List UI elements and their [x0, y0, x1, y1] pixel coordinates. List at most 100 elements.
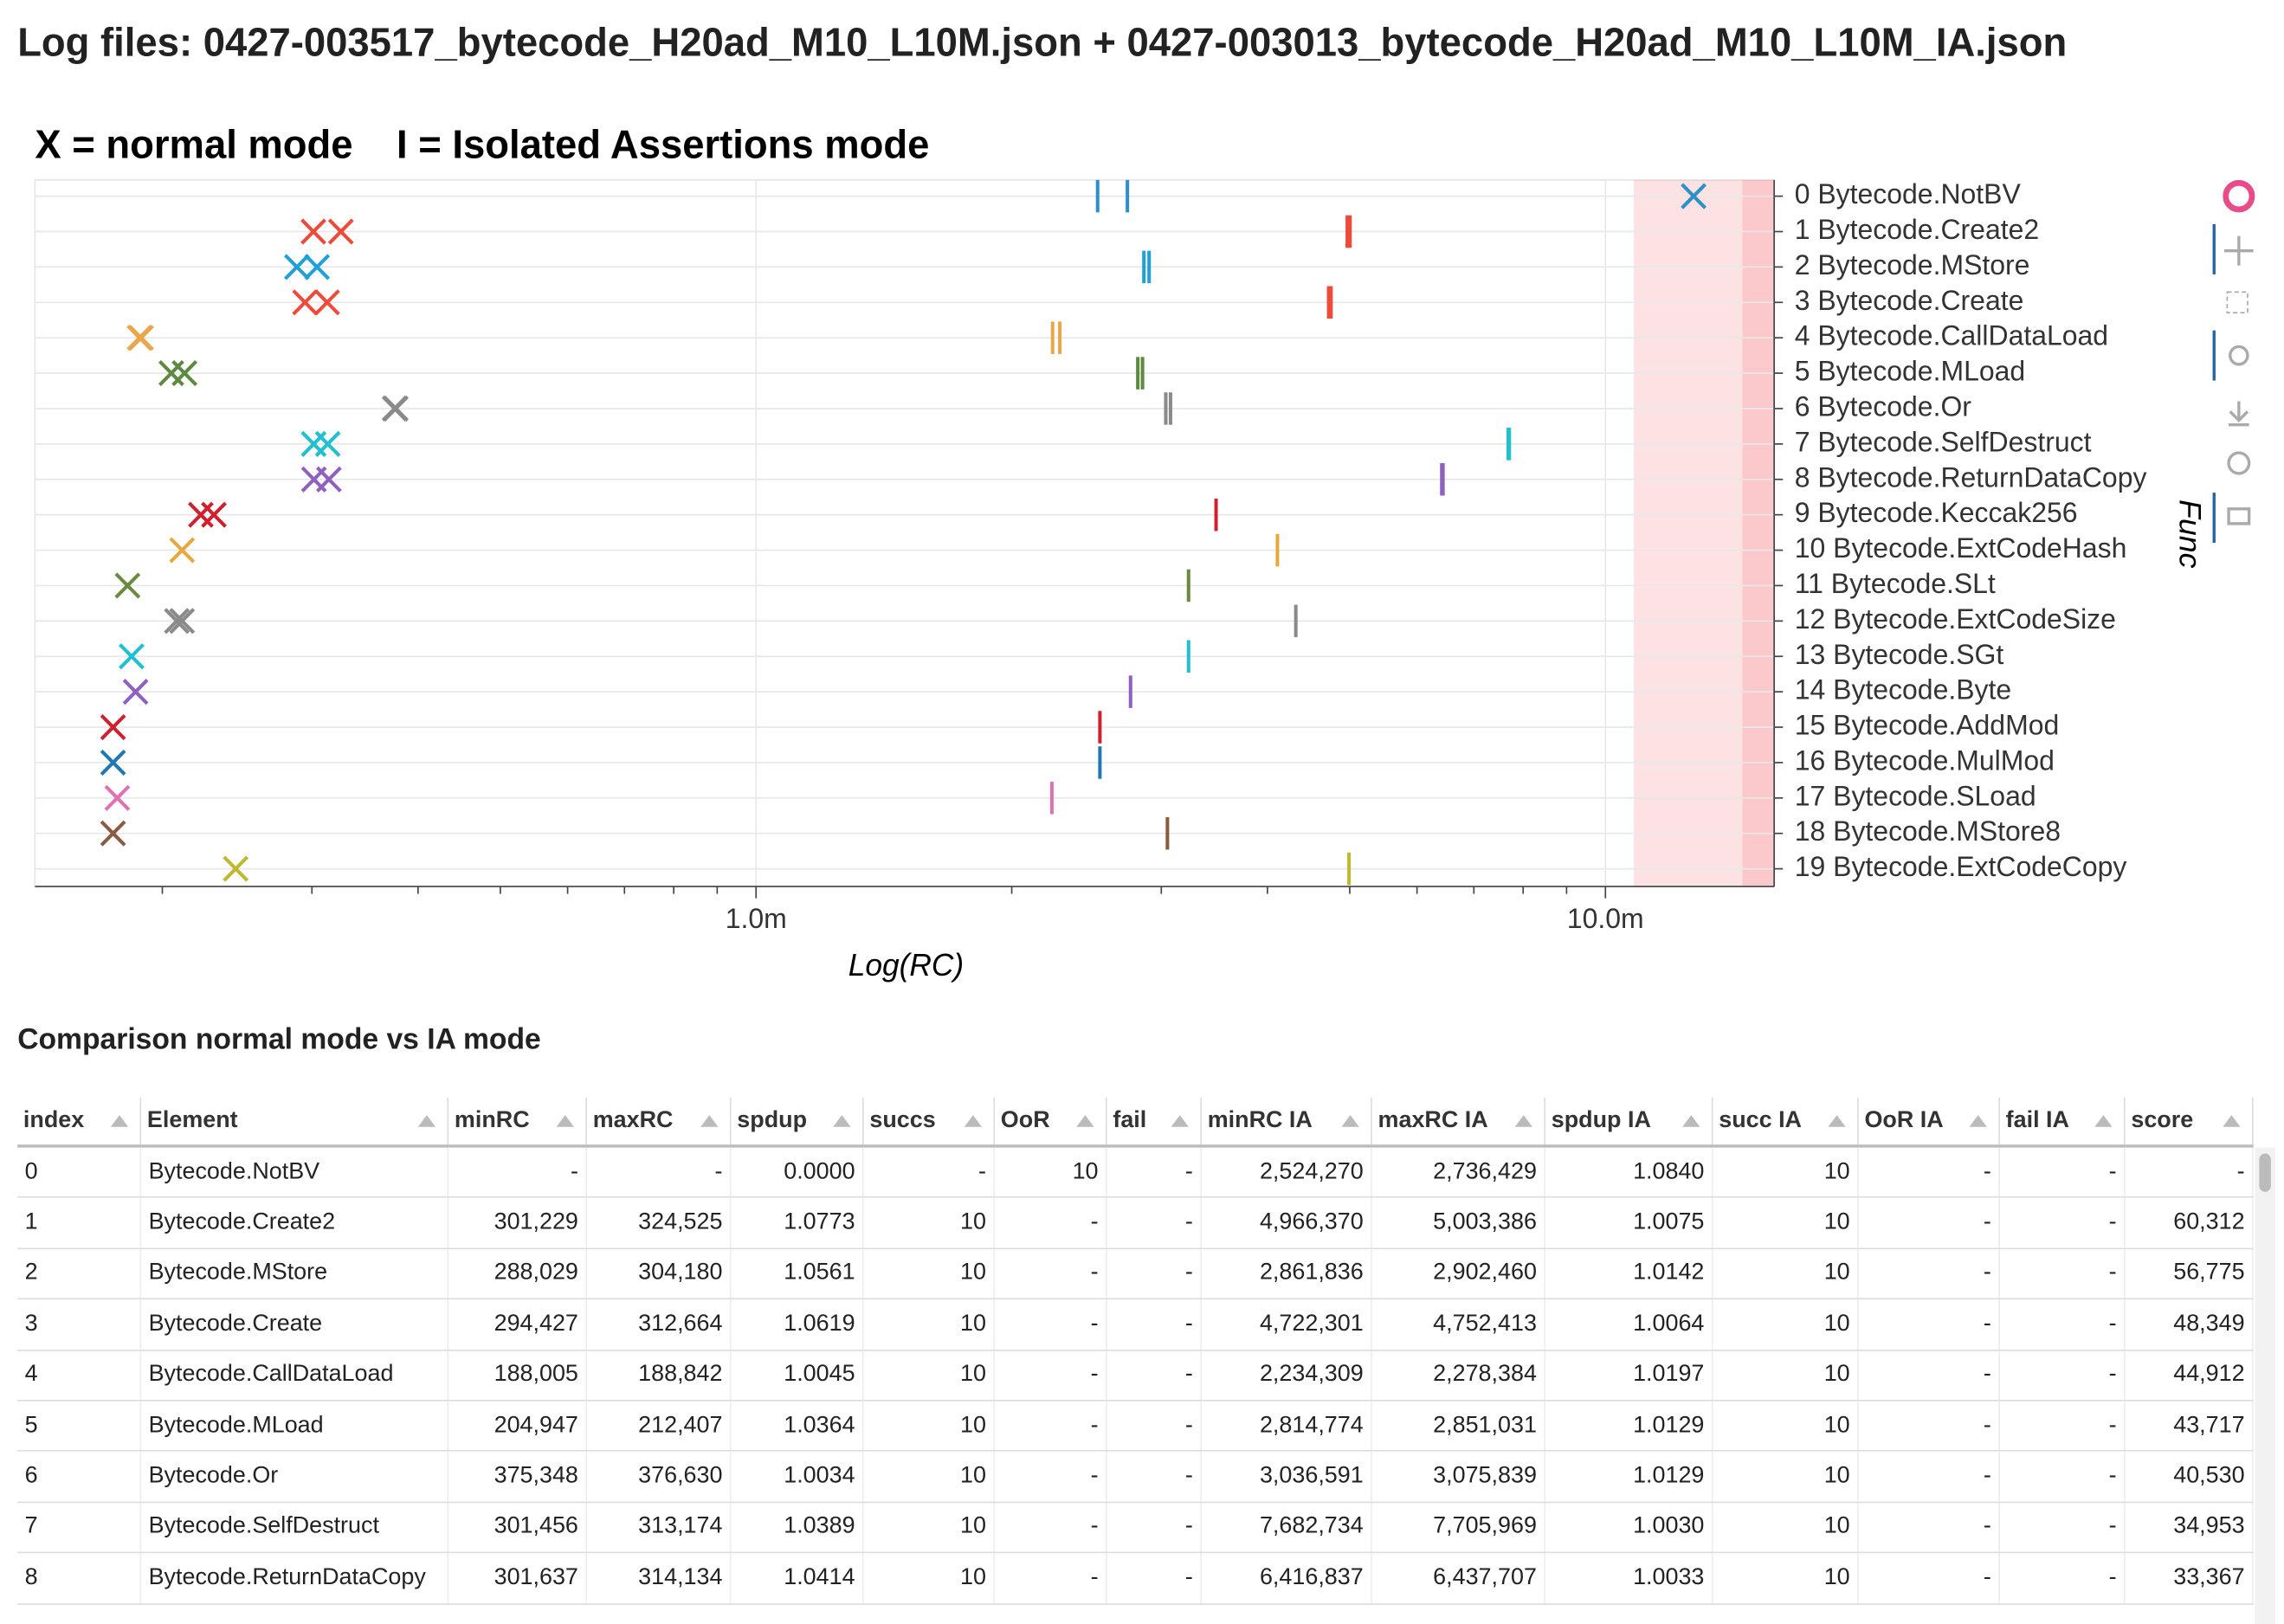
table-cell: - — [1999, 1247, 2126, 1300]
column-header[interactable]: minRC — [448, 1097, 588, 1148]
column-header[interactable]: maxRC — [586, 1097, 732, 1148]
column-header[interactable]: fail IA — [1999, 1097, 2126, 1148]
table-cell: - — [1999, 1350, 2126, 1402]
table-cell: - — [1106, 1501, 1202, 1554]
table-cell: - — [1857, 1350, 2000, 1402]
x-marker — [314, 430, 341, 457]
y-tick-label: 18 Bytecode.MStore8 — [1795, 815, 2061, 847]
column-header[interactable]: spdup IA — [1545, 1097, 1713, 1148]
table-cell: - — [1857, 1552, 2000, 1605]
table-cell: 7,682,734 — [1201, 1501, 1372, 1554]
y-tick-label: 14 Bytecode.Byte — [1795, 673, 2011, 705]
table-cell: 1.0045 — [730, 1350, 864, 1402]
table-cell: - — [1857, 1400, 2000, 1453]
table-row[interactable]: 5 Bytecode.MLoad 204,947 212,407 1.0364 10- -2… — [17, 1400, 2254, 1453]
column-header[interactable]: succs — [862, 1097, 996, 1148]
table-cell: 44,912 — [2124, 1350, 2254, 1402]
column-header[interactable]: minRC IA — [1201, 1097, 1372, 1148]
y-axis-label: Func — [2173, 499, 2208, 569]
table-cell: Bytecode.SelfDestruct — [140, 1501, 449, 1554]
scrollbar[interactable] — [2255, 1147, 2275, 1624]
column-header[interactable]: score — [2124, 1097, 2254, 1148]
table-cell: 1.0064 — [1545, 1299, 1713, 1351]
table-cell: 10 — [994, 1145, 1107, 1199]
box-zoom-tool[interactable] — [2226, 291, 2249, 314]
column-header[interactable]: OoR IA — [1857, 1097, 2000, 1148]
table-cell: Bytecode.MLoad — [140, 1400, 449, 1453]
pan-tool[interactable] — [2224, 235, 2254, 266]
wheel-zoom-tool[interactable] — [2229, 345, 2249, 366]
table-row[interactable]: 1 Bytecode.Create2 301,229 324,525 1.0773 10-… — [17, 1197, 2254, 1249]
reset-tool[interactable] — [2227, 451, 2251, 475]
table-cell: 5,003,386 — [1371, 1197, 1546, 1249]
table-cell: - — [994, 1400, 1107, 1453]
table-row[interactable]: 6 Bytecode.Or 375,348 376,630 1.0034 10- -3,03… — [17, 1451, 2254, 1503]
table-cell: 1.0364 — [730, 1400, 864, 1453]
table-cell: Bytecode.MStore — [140, 1247, 449, 1300]
table-cell: 2,234,309 — [1201, 1350, 1372, 1402]
save-tool[interactable] — [2229, 401, 2249, 427]
table-cell: 312,664 — [586, 1299, 732, 1351]
table-cell: 56,775 — [2124, 1247, 2254, 1300]
table-cell: 10 — [862, 1350, 996, 1402]
table-cell: 2,902,460 — [1371, 1247, 1546, 1300]
table-cell: 3 — [17, 1299, 142, 1351]
table-row[interactable]: 7 Bytecode.SelfDestruct 301,456 313,174 1.03… — [17, 1501, 2254, 1554]
column-header[interactable]: Element — [140, 1097, 449, 1148]
out-of-range-band — [1634, 179, 1775, 887]
table-cell: 1.0561 — [730, 1247, 864, 1300]
table-cell: 10 — [862, 1400, 996, 1453]
x-marker — [304, 254, 331, 280]
table-row[interactable]: 0 Bytecode.NotBV - -0.0000-10-2,524,270 2,73… — [17, 1145, 2254, 1199]
chart-title: X = normal mode I = Isolated Assertions … — [35, 122, 929, 166]
hover-tool[interactable] — [2227, 507, 2251, 525]
table-cell: 10 — [862, 1501, 996, 1554]
x-marker — [100, 749, 126, 776]
table-cell: 1.0033 — [1545, 1552, 1713, 1605]
table-row[interactable]: 3 Bytecode.Create 294,427 312,664 1.0619 10- -… — [17, 1299, 2254, 1351]
column-header[interactable]: succ IA — [1712, 1097, 1859, 1148]
table-cell: 2,278,384 — [1371, 1350, 1546, 1402]
x-marker — [164, 608, 190, 635]
table-cell: 0 — [17, 1145, 142, 1199]
y-tick-label: 1 Bytecode.Create2 — [1795, 214, 2039, 245]
table-cell: 1.0619 — [730, 1299, 864, 1351]
column-header[interactable]: maxRC IA — [1371, 1097, 1546, 1148]
column-header[interactable]: index — [17, 1097, 142, 1148]
table-cell: 60,312 — [2124, 1197, 2254, 1249]
table-cell: 10 — [862, 1552, 996, 1605]
table-row[interactable]: 4 Bytecode.CallDataLoad 188,005 188,842 1.00… — [17, 1350, 2254, 1402]
comparison-table: index Element minRC maxRC spdup succs OoR fail m… — [17, 1097, 2254, 1605]
x-marker — [223, 855, 249, 882]
table-cell: - — [1999, 1451, 2126, 1503]
toolbar — [2212, 179, 2255, 544]
y-tick-label: 13 Bytecode.SGt — [1795, 639, 2004, 670]
column-header[interactable]: spdup — [730, 1097, 864, 1148]
scroll-thumb[interactable] — [2259, 1153, 2271, 1192]
x-tick-label: 1.0m — [726, 903, 787, 934]
table-cell: 1.0197 — [1545, 1350, 1713, 1402]
x-marker — [383, 395, 410, 422]
table-cell: 7 — [17, 1501, 142, 1554]
table-cell: 1.0075 — [1545, 1197, 1713, 1249]
table-cell: - — [586, 1145, 732, 1199]
chart: X = normal mode I = Isolated Assertions … — [34, 122, 2255, 983]
table-cell: - — [1106, 1451, 1202, 1503]
table-cell: Bytecode.Or — [140, 1451, 449, 1503]
table-cell: 6,437,707 — [1371, 1552, 1546, 1605]
table-cell: 1.0129 — [1545, 1400, 1713, 1453]
column-header[interactable]: OoR — [994, 1097, 1107, 1148]
x-marker — [119, 643, 145, 670]
column-header[interactable]: fail — [1106, 1097, 1202, 1148]
table-cell: 2 — [17, 1247, 142, 1300]
table-cell: 188,005 — [448, 1350, 588, 1402]
active-indicator — [2212, 223, 2216, 274]
table-row[interactable]: 8 Bytecode.ReturnDataCopy 301,637 314,134 1.… — [17, 1552, 2254, 1605]
table-cell: - — [1106, 1197, 1202, 1249]
x-marker — [171, 360, 198, 387]
table-row[interactable]: 2 Bytecode.MStore 288,029 304,180 1.0561 10- -… — [17, 1247, 2254, 1300]
table-cell: - — [1999, 1501, 2126, 1554]
table-cell: 8 — [17, 1552, 142, 1605]
y-tick-label: 8 Bytecode.ReturnDataCopy — [1795, 461, 2148, 493]
